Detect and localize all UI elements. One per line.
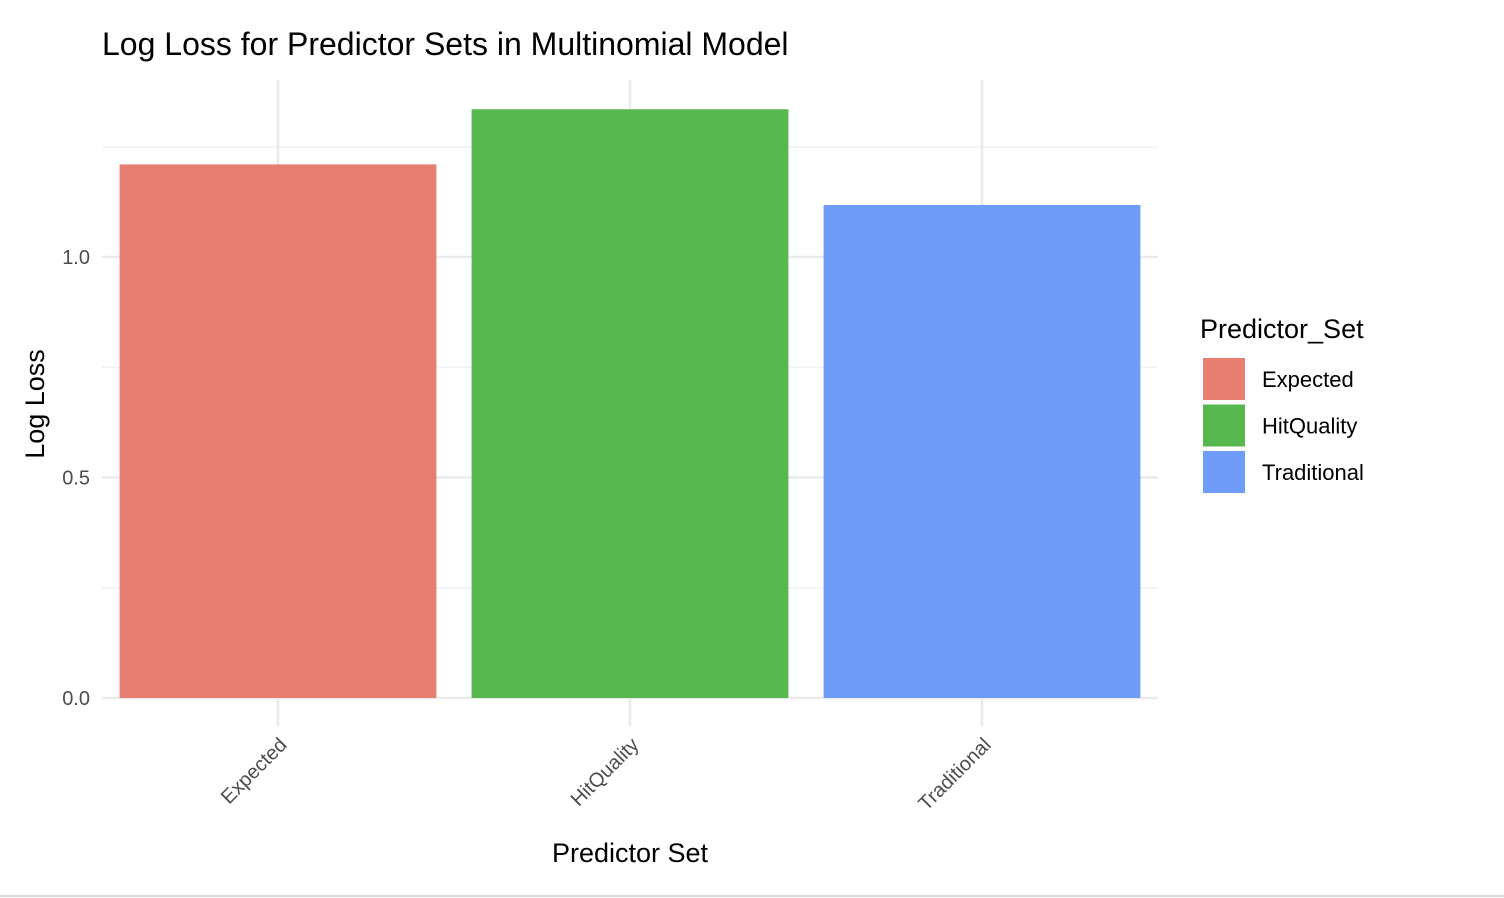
bar-hitquality [471,109,789,698]
legend-label-hitquality: HitQuality [1262,414,1357,439]
legend-label-traditional: Traditional [1262,460,1364,485]
y-axis-title: Log Loss [20,349,50,459]
bottom-divider [0,895,1504,897]
legend-swatch-traditional [1203,451,1245,493]
y-tick-label: 1.0 [62,247,90,269]
x-tick-label: Traditional [914,734,995,815]
legend-swatch-expected [1203,358,1245,400]
x-tick-label: Expected [217,734,292,809]
bars [119,109,1141,698]
y-tick-label: 0.5 [62,468,90,490]
legend-title: Predictor_Set [1200,314,1364,344]
legend-swatch-hitquality [1203,404,1245,447]
chart-title: Log Loss for Predictor Sets in Multinomi… [102,26,789,62]
bar-traditional [823,204,1141,698]
x-tick-label: HitQuality [567,734,644,811]
legend-label-expected: Expected [1262,367,1354,392]
x-axis-title: Predictor Set [552,838,709,868]
y-axis-ticks: 0.0 0.5 1.0 [62,247,90,710]
x-axis-ticks: Expected HitQuality Traditional [217,734,996,815]
legend: Predictor_Set Expected HitQuality Traditio… [1200,314,1364,493]
y-tick-label: 0.0 [62,688,90,710]
bar-expected [119,164,437,698]
